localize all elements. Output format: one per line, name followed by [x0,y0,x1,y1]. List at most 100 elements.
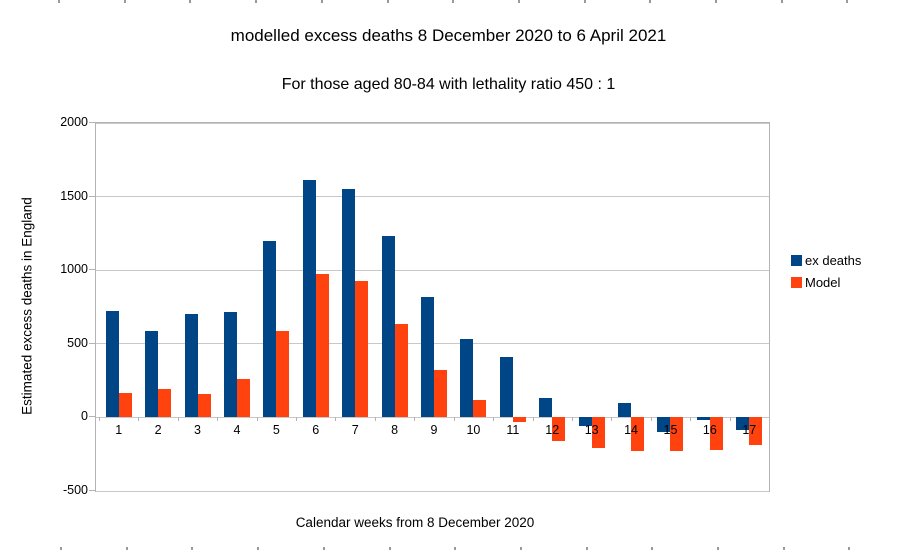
bar-ex-deaths-week-11 [499,357,513,418]
gridline-y-1000 [96,269,769,271]
bar-ex-deaths-week-9 [421,297,434,418]
gridline-y-2000 [96,123,769,124]
x-tick-label: 13 [584,423,599,438]
ruler-tick-top [189,0,192,3]
legend-label-model: Model [805,275,841,290]
chart-title: modelled excess deaths 8 December 2020 t… [230,26,667,45]
y-axis-tick [89,195,95,197]
gridline-y--500 [96,490,769,492]
bar-model-week-15 [670,417,684,452]
x-axis-tick [532,417,534,422]
ruler-tick-top [58,0,60,3]
bar-model-week-1 [118,393,132,418]
bar-model-week-14 [631,417,645,451]
bar-model-week-10 [473,400,487,418]
y-axis-tick [89,342,95,344]
ruler-tick-bottom [257,547,260,550]
ruler-tick-bottom [585,547,588,550]
ruler-tick-top [715,0,717,3]
x-tick-label: 9 [430,423,438,438]
ruler-tick-bottom [651,547,654,550]
bar-ex-deaths-week-2 [145,330,159,418]
bar-ex-deaths-week-15 [657,417,671,433]
ruler-tick-top [320,0,323,3]
y-tick-label: 500 [67,335,88,350]
x-tick-label: 16 [702,423,717,438]
x-tick-label: 3 [194,423,201,438]
ruler-tick-top [517,0,520,3]
x-axis-tick [453,417,455,422]
bar-model-week-2 [158,388,172,418]
x-tick-label: 17 [742,423,757,438]
bar-ex-deaths-week-14 [618,402,632,418]
ruler-tick-bottom [454,547,457,550]
y-axis-title: Estimated excess deaths in England [19,197,35,415]
y-axis-tick [89,416,95,418]
bar-ex-deaths-week-7 [342,189,356,418]
ruler-tick-bottom [848,547,851,550]
ruler-tick-top [846,0,849,3]
legend-label-ex-deaths: ex deaths [805,253,862,268]
ruler-tick-bottom [519,547,522,550]
bar-ex-deaths-week-6 [302,179,316,418]
y-tick-label: 0 [81,409,88,424]
bar-model-week-11 [512,417,526,422]
x-tick-label: 7 [351,423,359,438]
x-tick-label: 1 [115,423,123,438]
x-axis-tick [690,417,692,422]
x-tick-label: 14 [624,423,638,438]
bar-ex-deaths-week-3 [184,313,198,418]
ruler-tick-bottom [782,547,785,550]
bar-ex-deaths-week-5 [263,241,277,418]
legend-item-model: Model [791,275,861,290]
ruler-tick-bottom [60,547,62,550]
ruler-tick-top [780,0,783,3]
bar-ex-deaths-week-16 [696,417,710,420]
y-tick-label: 1500 [60,188,88,203]
ruler-tick-top [649,0,652,3]
plot-area: 1 2 3 4 5 6 7 8 9 10 11 12 13 14 15 16 17 [95,122,770,492]
ruler-tick-bottom [322,547,325,550]
x-axis-tick [177,417,179,422]
bar-ex-deaths-week-12 [539,398,553,418]
bar-model-week-6 [315,273,329,418]
x-tick-label: 12 [545,423,560,438]
ruler-tick-bottom [717,547,719,550]
x-axis-tick [335,417,337,422]
bar-ex-deaths-week-10 [460,338,474,418]
bar-model-week-7 [355,280,369,418]
bar-model-week-12 [552,417,566,441]
ruler-tick-bottom [191,547,194,550]
bar-ex-deaths-week-8 [381,236,395,418]
bar-ex-deaths-week-1 [105,311,119,418]
y-tick-label: -500 [62,483,88,497]
x-axis-tick [729,417,731,422]
bar-model-week-13 [591,417,605,448]
x-tick-label: 6 [312,423,320,438]
ruler-tick-top [583,0,586,3]
bar-model-week-17 [749,417,763,446]
x-tick-label: 5 [272,423,280,438]
x-axis-tick [414,417,416,422]
ruler-tick-bottom [388,547,391,550]
x-axis-tick [217,417,219,422]
bar-model-week-4 [236,379,250,418]
bar-model-week-8 [394,323,408,418]
ruler-tick-top [123,0,126,3]
legend: ex deaths Model [791,253,861,297]
y-tick-label: 1000 [60,262,88,277]
ruler-tick-top [255,0,258,3]
x-tick-label: 10 [466,423,481,438]
bar-ex-deaths-week-4 [223,312,237,418]
x-axis-tick [611,417,613,422]
x-axis-tick [650,417,652,422]
x-axis-tick [493,417,495,422]
x-axis-title: Calendar weeks from 8 December 2020 [295,515,535,530]
x-axis-tick [571,417,573,422]
ruler-tick-top [452,0,455,3]
ruler-tick-bottom [125,547,128,550]
ex-deaths-swatch-icon [791,255,802,266]
ruler-tick-top [386,0,389,3]
bar-ex-deaths-week-13 [578,417,592,427]
